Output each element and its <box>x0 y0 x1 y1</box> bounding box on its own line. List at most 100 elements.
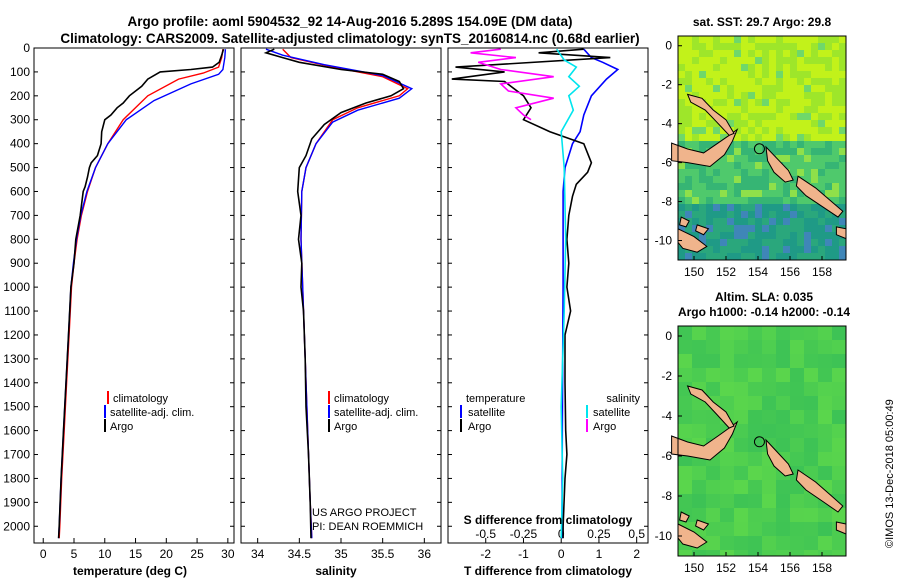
map-cell <box>832 106 840 114</box>
map-cell <box>741 78 749 86</box>
map-cell <box>832 225 840 233</box>
map-cell <box>769 148 777 156</box>
map-cell <box>776 494 791 509</box>
depth-tick-label: 200 <box>10 89 30 103</box>
x-tick-label: 36 <box>418 547 432 561</box>
depth-tick-label: 100 <box>10 65 30 79</box>
x-tick-label: 0 <box>40 547 47 561</box>
map-cell <box>804 452 819 467</box>
map-cell <box>699 148 707 156</box>
map-cell <box>825 218 833 226</box>
map-cell <box>797 148 805 156</box>
map-cell <box>699 120 707 128</box>
map-cell <box>811 113 819 121</box>
temperature-plot-frame <box>33 47 235 544</box>
map-cell <box>825 64 833 72</box>
map-cell <box>748 141 756 149</box>
map-cell <box>755 176 763 184</box>
map-cell <box>797 239 805 247</box>
map-cell <box>748 113 756 121</box>
map-cell <box>832 155 840 163</box>
map-cell <box>755 127 763 135</box>
map-cell <box>804 113 812 121</box>
map-cell <box>713 246 721 254</box>
map-cell <box>685 64 693 72</box>
map-cell <box>832 253 840 261</box>
map-cell <box>804 550 819 557</box>
map-cell <box>678 368 693 383</box>
map-cell <box>755 85 763 93</box>
x-tick-label: 0 <box>558 547 565 561</box>
map-cell <box>818 50 826 58</box>
map-cell <box>804 99 812 107</box>
map-cell <box>748 169 756 177</box>
map-cell <box>769 204 777 212</box>
map-cell <box>769 246 777 254</box>
map-cell <box>741 50 749 58</box>
map-cell <box>748 466 763 481</box>
map-cell <box>692 92 700 100</box>
map-cell <box>811 92 819 100</box>
map-cell <box>832 134 840 142</box>
map-cell <box>811 71 819 79</box>
map-cell <box>804 494 819 509</box>
map-cell <box>811 225 819 233</box>
map-cell <box>727 106 735 114</box>
map-cell <box>748 148 756 156</box>
sst-map-latitude-ticks: 0 -2 -4 -6 -8 -10 <box>655 39 682 248</box>
map-cell <box>790 183 798 191</box>
map-cell <box>804 106 812 114</box>
map-cell <box>825 134 833 142</box>
map-cell <box>818 382 833 397</box>
map-cell <box>741 113 749 121</box>
map-cell <box>804 141 812 149</box>
map-cell <box>832 127 840 135</box>
map-cell <box>797 43 805 51</box>
map-cell <box>832 239 840 247</box>
map-cell <box>811 155 819 163</box>
map-cell <box>741 246 749 254</box>
map-cell <box>832 141 840 149</box>
map-cell <box>790 396 805 411</box>
map-cell <box>678 190 686 198</box>
map-cell <box>818 127 826 135</box>
map-cell <box>790 225 798 233</box>
map-cell <box>748 106 756 114</box>
map-cell <box>692 466 707 481</box>
map-cell <box>818 550 833 557</box>
map-cell <box>776 368 791 383</box>
map-cell <box>797 218 805 226</box>
salinity-axis-label: salinity <box>315 564 357 578</box>
project-credit: US ARGO PROJECT <box>312 507 417 519</box>
map-cell <box>727 253 735 261</box>
map-cell <box>734 424 749 439</box>
latitude-tick-label: -4 <box>661 117 672 131</box>
x-tick-label: 35 <box>334 547 348 561</box>
map-cell <box>678 113 686 121</box>
map-cell <box>678 354 693 369</box>
map-cell <box>776 57 784 65</box>
map-cell <box>783 134 791 142</box>
map-cell <box>678 78 686 86</box>
map-cell <box>839 148 847 156</box>
map-cell <box>776 522 791 537</box>
map-cell <box>720 36 728 44</box>
longitude-tick-label: 154 <box>748 561 768 575</box>
map-cell <box>790 71 798 79</box>
map-cell <box>776 211 784 219</box>
map-cell <box>699 211 707 219</box>
map-cell <box>783 43 791 51</box>
map-cell <box>811 78 819 86</box>
map-cell <box>769 141 777 149</box>
map-cell <box>678 71 686 79</box>
map-cell <box>825 183 833 191</box>
sst-map-title: sat. SST: 29.7 Argo: 29.8 <box>693 15 832 29</box>
map-cell <box>699 92 707 100</box>
map-cell <box>678 36 686 44</box>
map-cell <box>762 120 770 128</box>
map-cell <box>797 127 805 135</box>
map-cell <box>713 64 721 72</box>
map-cell <box>706 508 721 523</box>
map-cell <box>776 64 784 72</box>
map-cell <box>818 85 826 93</box>
